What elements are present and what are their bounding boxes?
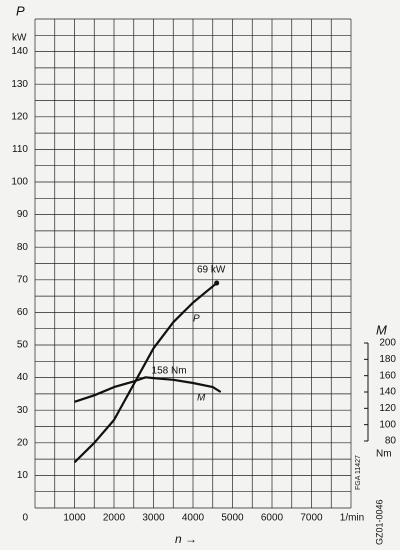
code: FGA 11427 [355, 455, 362, 490]
y2-tick-label: 120 [379, 403, 396, 414]
y2-title: M [376, 322, 387, 337]
x-title: n → [175, 532, 197, 546]
y2-unit: Nm [376, 449, 392, 460]
x-unit: 1/min [340, 513, 364, 524]
y2-tick-label: 80 [385, 436, 397, 447]
end-point [214, 280, 220, 286]
x-tick-label: 4000 [182, 513, 205, 524]
x-tick-label: 2000 [103, 513, 126, 524]
y-tick-label: 0 [22, 513, 28, 524]
y2-tick-label: 160 [379, 370, 396, 381]
y-tick-label: 60 [17, 307, 29, 318]
y-title: P [16, 3, 25, 18]
y-tick-label: 40 [17, 372, 29, 383]
x-tick-label: 6000 [261, 513, 284, 524]
y-tick-label: 50 [17, 340, 29, 351]
y2-tick-label: 100 [379, 419, 396, 430]
y-tick-label: 100 [11, 177, 28, 188]
y-tick-label: 90 [17, 209, 29, 220]
x-tick-label: 5000 [221, 513, 244, 524]
y-unit: kW [12, 33, 27, 44]
x-tick-label: 1000 [63, 513, 86, 524]
y-tick-label: 30 [17, 405, 29, 416]
y-tick-label: 70 [17, 274, 29, 285]
y2-tick-label: 200 [379, 338, 396, 349]
annotation: 69 kW [197, 265, 226, 276]
series-label: P [193, 314, 200, 325]
y-tick-label: 110 [12, 144, 28, 155]
y2-tick-label: 180 [379, 354, 396, 365]
series-line [74, 376, 222, 403]
y-tick-label: 80 [17, 242, 29, 253]
x-tick-label: 3000 [142, 513, 165, 524]
y-tick-label: 140 [11, 46, 28, 57]
code: GZ01-0046 [374, 499, 384, 545]
y2-tick-label: 140 [379, 387, 396, 398]
y-tick-label: 10 [17, 470, 29, 481]
y-tick-label: 20 [17, 437, 29, 448]
series-label: M [197, 392, 206, 403]
annotation: 158 Nm [152, 365, 187, 376]
y-tick-label: 130 [11, 79, 28, 90]
x-tick-label: 7000 [300, 513, 323, 524]
series-line [73, 282, 218, 464]
y-tick-label: 120 [11, 111, 28, 122]
